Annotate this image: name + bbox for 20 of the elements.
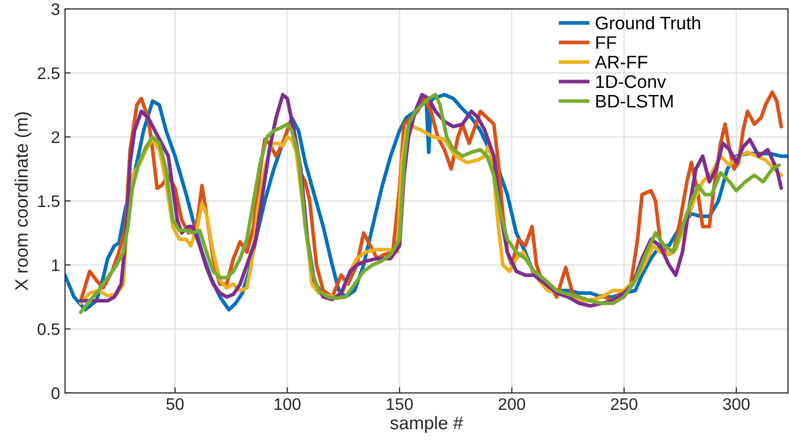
x-tick-label: 100: [274, 398, 301, 410]
y-tick-label: 0.5: [38, 323, 60, 336]
y-tick-label: 2: [52, 131, 60, 143]
y-tick-label: 1: [52, 259, 60, 271]
y-tick-label: 0: [52, 387, 60, 400]
y-axis-title: X room coordinate (m): [14, 112, 32, 290]
legend-label: FF: [596, 36, 616, 49]
legend-label: 1D-Conv: [596, 75, 666, 88]
legend-label: BD-LSTM: [596, 94, 673, 108]
x-tick-label: 300: [723, 398, 750, 410]
x-axis-title: sample #: [390, 416, 464, 433]
y-tick-label: 3: [52, 3, 60, 16]
legend-label: AR-FF: [594, 56, 648, 68]
x-tick-label: 50: [166, 398, 184, 410]
y-tick-label: 1.5: [38, 196, 60, 208]
x-tick-label: 200: [498, 398, 526, 410]
y-tick-label: 2.5: [38, 67, 60, 80]
x-tick-label: 150: [386, 398, 413, 410]
x-tick-label: 250: [611, 398, 638, 410]
legend-label: Ground Truth: [596, 16, 700, 30]
